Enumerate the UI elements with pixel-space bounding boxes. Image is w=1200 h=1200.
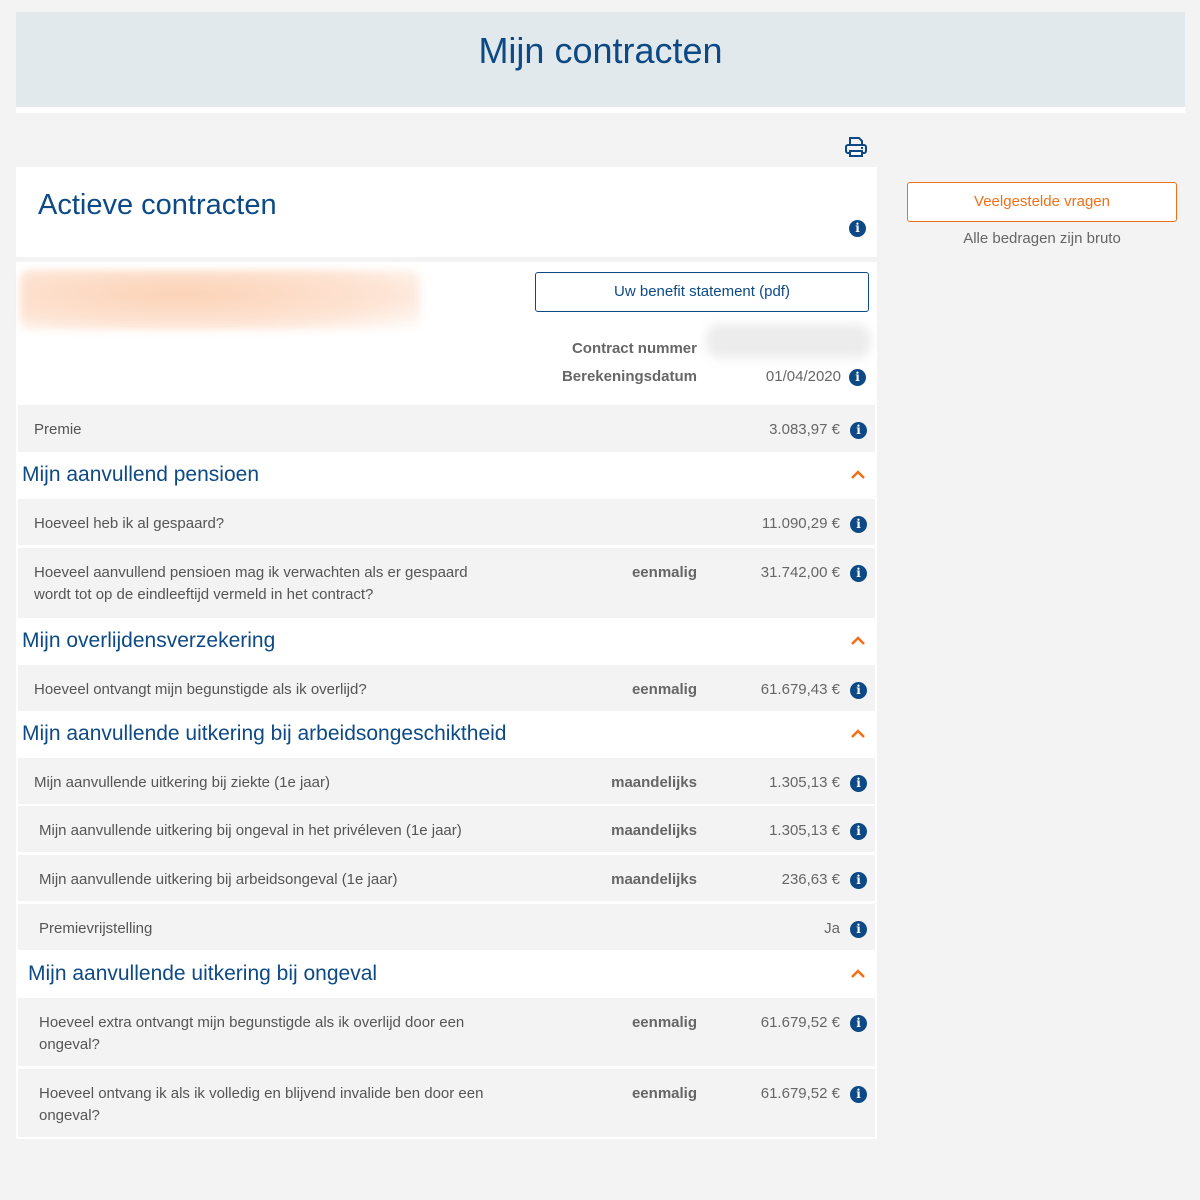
calculation-date-value: 01/04/2020 (765, 368, 841, 385)
contract-card: Uw benefit statement (pdf) Contract numm… (16, 262, 877, 1139)
row-frequency: maandelijks (611, 871, 697, 888)
redacted-contract-name (20, 270, 420, 330)
table-row: Mijn aanvullende uitkering bij ziekte (1… (18, 758, 875, 804)
info-icon[interactable]: i (850, 682, 867, 699)
row-label: Hoeveel aanvullend pensioen mag ik verwa… (34, 564, 468, 603)
page-title: Mijn contracten (478, 30, 723, 71)
row-value: 61.679,52 € (760, 1085, 840, 1102)
info-icon[interactable]: i (850, 872, 867, 889)
table-row: Hoeveel ontvang ik als ik volledig en bl… (18, 1069, 875, 1137)
section-header[interactable]: Mijn overlijdensverzekering (18, 622, 875, 663)
row-frequency: eenmalig (631, 564, 697, 581)
row-label: Mijn aanvullende uitkering bij ongeval i… (39, 822, 462, 839)
row-frequency: maandelijks (611, 822, 697, 839)
table-row: Premievrijstelling Ja i (18, 904, 875, 950)
row-value: 236,63 € (781, 871, 840, 888)
row-frequency: maandelijks (611, 774, 697, 791)
contract-number-label: Contract nummer (571, 340, 697, 357)
info-icon[interactable]: i (850, 422, 867, 439)
section-title: Mijn aanvullend pensioen (22, 463, 259, 486)
table-row: Mijn aanvullende uitkering bij ongeval i… (18, 806, 875, 852)
header-divider (16, 107, 1185, 113)
row-value: 3.083,97 € (769, 421, 840, 438)
section-header[interactable]: Mijn aanvullend pensioen (18, 456, 875, 497)
section-header[interactable]: Mijn aanvullende uitkering bij arbeidson… (18, 715, 875, 756)
info-icon[interactable]: i (850, 823, 867, 840)
row-frequency: eenmalig (631, 681, 697, 698)
info-icon[interactable]: i (850, 921, 867, 938)
table-row: Mijn aanvullende uitkering bij arbeidson… (18, 855, 875, 901)
table-row: Hoeveel aanvullend pensioen mag ik verwa… (18, 548, 875, 618)
info-icon[interactable]: i (849, 220, 866, 237)
info-icon[interactable]: i (850, 516, 867, 533)
row-value: Ja (824, 920, 840, 937)
active-contracts-header: Actieve contracten i (16, 167, 877, 257)
row-value: 61.679,43 € (760, 681, 840, 698)
row-value: 11.090,29 € (761, 515, 840, 532)
info-icon[interactable]: i (850, 775, 867, 792)
benefit-statement-button[interactable]: Uw benefit statement (pdf) (535, 272, 869, 312)
row-label: Hoeveel ontvang ik als ik volledig en bl… (39, 1085, 484, 1124)
row-label: Hoeveel extra ontvangt mijn begunstigde … (39, 1014, 465, 1053)
gross-amounts-note: Alle bedragen zijn bruto (963, 230, 1121, 247)
row-label: Premie (34, 421, 82, 438)
row-label: Premievrijstelling (39, 920, 153, 937)
row-label: Hoeveel ontvangt mijn begunstigde als ik… (34, 681, 367, 698)
info-icon[interactable]: i (849, 369, 866, 386)
table-row: Hoeveel extra ontvangt mijn begunstigde … (18, 998, 875, 1066)
row-label: Mijn aanvullende uitkering bij ziekte (1… (34, 774, 330, 791)
table-row: Hoeveel ontvangt mijn begunstigde als ik… (18, 665, 875, 711)
page-header: Mijn contracten (16, 12, 1185, 107)
calculation-date-label: Berekeningsdatum (561, 368, 697, 385)
section-title: Mijn overlijdensverzekering (22, 629, 276, 652)
redacted-contract-number (706, 324, 871, 358)
table-row: Hoeveel heb ik al gespaard? 11.090,29 € i (18, 499, 875, 545)
chevron-up-icon[interactable] (851, 967, 865, 981)
row-label: Hoeveel heb ik al gespaard? (34, 515, 225, 532)
section-title: Mijn aanvullende uitkering bij ongeval (28, 962, 378, 985)
info-icon[interactable]: i (850, 1086, 867, 1103)
info-icon[interactable]: i (850, 565, 867, 582)
chevron-up-icon[interactable] (851, 468, 865, 482)
section-title: Mijn aanvullende uitkering bij arbeidson… (22, 722, 507, 745)
section-header[interactable]: Mijn aanvullende uitkering bij ongeval (18, 955, 875, 996)
table-row: Premie 3.083,97 € i (18, 405, 875, 452)
printer-icon[interactable] (845, 136, 867, 158)
row-frequency: eenmalig (631, 1014, 697, 1031)
chevron-up-icon[interactable] (851, 727, 865, 741)
section-title: Actieve contracten (38, 189, 277, 221)
row-label: Mijn aanvullende uitkering bij arbeidson… (39, 871, 398, 888)
row-value: 1.305,13 € (769, 774, 840, 791)
row-frequency: eenmalig (631, 1085, 697, 1102)
row-value: 31.742,00 € (760, 564, 840, 581)
chevron-up-icon[interactable] (851, 634, 865, 648)
faq-button[interactable]: Veelgestelde vragen (907, 182, 1177, 222)
row-value: 1.305,13 € (769, 822, 840, 839)
row-value: 61.679,52 € (760, 1014, 840, 1031)
info-icon[interactable]: i (850, 1015, 867, 1032)
